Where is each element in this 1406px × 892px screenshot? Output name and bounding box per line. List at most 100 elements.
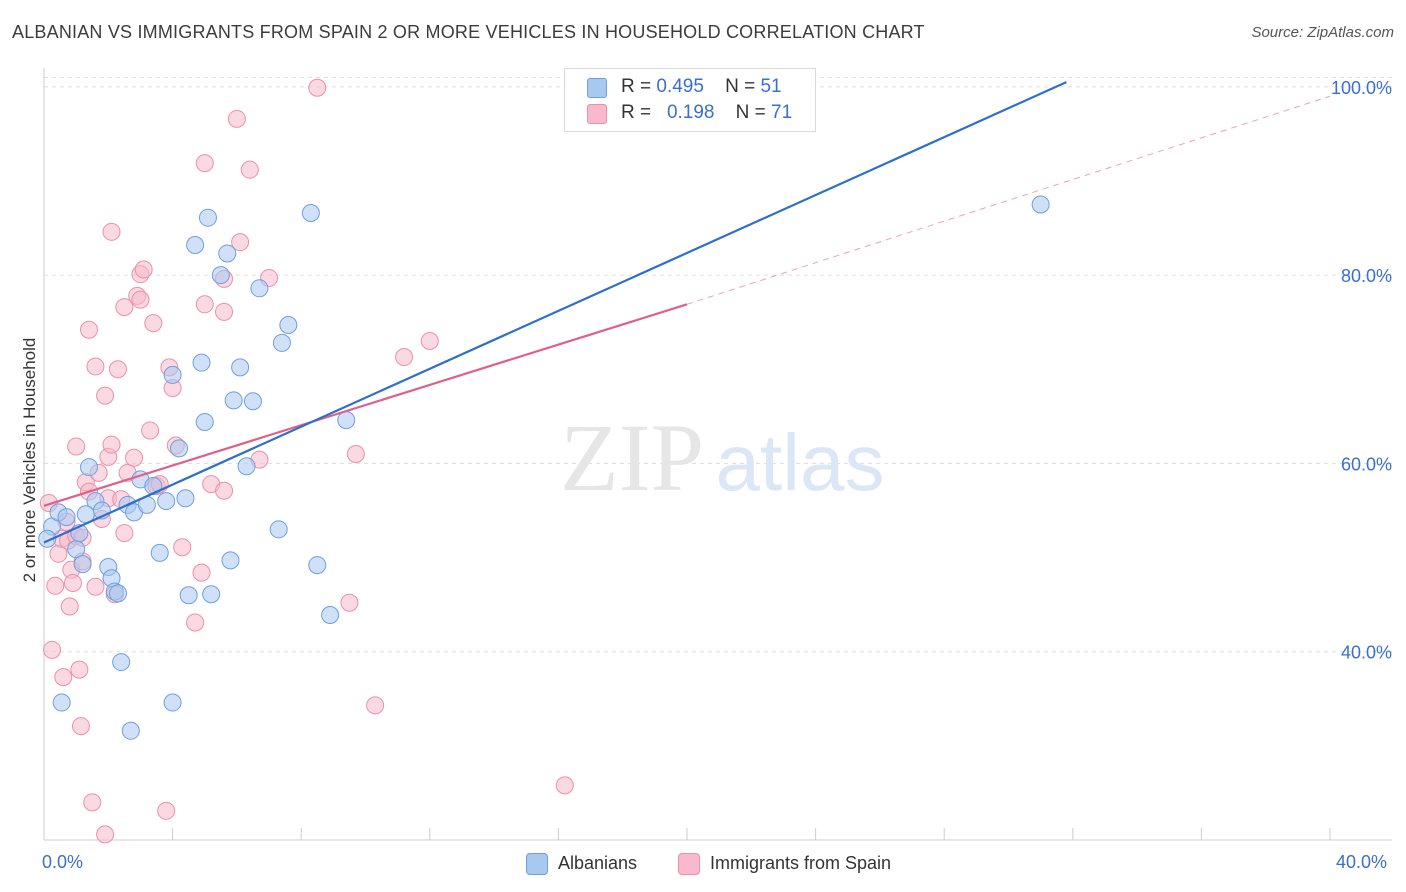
albanians-point xyxy=(112,653,131,672)
albanians-point xyxy=(301,203,320,222)
watermark-zip: ZIP xyxy=(560,404,704,511)
spain-point xyxy=(86,357,105,376)
r-value-spain: 0.198 xyxy=(666,102,715,123)
spain-trend-line xyxy=(43,303,688,507)
spain-point xyxy=(157,801,176,820)
spain-point xyxy=(70,660,89,679)
albanians-swatch xyxy=(587,78,607,98)
y-tick-label: 80.0% xyxy=(1341,266,1392,286)
spain-point xyxy=(43,640,62,659)
spain-point xyxy=(215,481,234,500)
albanians-point xyxy=(186,235,205,254)
spain-point xyxy=(195,295,214,314)
albanians-point xyxy=(108,584,127,603)
albanians-point xyxy=(150,543,169,562)
n-value-albanians: 51 xyxy=(760,76,782,97)
albanians-point xyxy=(269,520,288,539)
spain-point xyxy=(108,360,127,379)
albanians-point xyxy=(163,365,182,384)
spain-point xyxy=(60,597,79,616)
albanians-point xyxy=(121,721,140,740)
legend-label-albanians: Albanians xyxy=(558,853,638,873)
spain-point xyxy=(366,696,385,715)
spain-point xyxy=(346,445,365,463)
albanians-point xyxy=(279,316,298,335)
spain-point xyxy=(395,348,414,367)
albanians-point xyxy=(237,457,256,476)
spain-point xyxy=(131,290,150,309)
spain-point xyxy=(340,593,359,612)
x-tick-label-min: 0.0% xyxy=(42,852,84,872)
albanians-point xyxy=(38,529,57,548)
source-credit: Source: ZipAtlas.com xyxy=(1251,24,1394,41)
r-label: R = xyxy=(621,102,652,123)
r-value-albanians: 0.495 xyxy=(656,76,704,97)
albanians-point xyxy=(73,555,92,574)
spain-point xyxy=(115,298,134,317)
spain-point xyxy=(102,222,121,241)
albanians-point xyxy=(224,391,243,410)
albanians-point xyxy=(218,244,237,263)
albanians-point xyxy=(57,508,76,527)
albanians-point xyxy=(211,266,230,285)
spain-point xyxy=(67,437,86,456)
albanians-point xyxy=(272,333,291,352)
spain-point xyxy=(63,573,82,592)
spain-swatch xyxy=(678,853,700,875)
spain-point xyxy=(46,576,65,595)
albanians-point xyxy=(202,585,221,604)
albanians-swatch xyxy=(526,853,548,875)
albanians-point xyxy=(308,556,327,575)
spain-point xyxy=(54,668,73,687)
albanians-point xyxy=(157,492,176,511)
spain-swatch xyxy=(587,104,607,124)
spain-point xyxy=(141,421,160,440)
watermark-atlas: atlas xyxy=(716,418,885,507)
spain-point xyxy=(71,717,90,736)
x-tick-label-max: 40.0% xyxy=(1336,852,1388,872)
spain-point xyxy=(215,302,234,321)
albanians-point xyxy=(250,279,269,298)
albanians-point xyxy=(179,586,198,605)
spain-point xyxy=(555,776,574,795)
series-albanians-points xyxy=(38,195,1050,740)
spain-trend-extension xyxy=(686,95,1331,305)
spain-point xyxy=(144,314,163,333)
axes xyxy=(43,68,1392,841)
trend-lines xyxy=(43,81,1331,544)
legend-label-spain: Immigrants from Spain xyxy=(710,853,892,873)
spain-point xyxy=(125,448,144,467)
spain-point xyxy=(186,613,205,632)
spain-point xyxy=(173,538,192,557)
n-label: N = xyxy=(735,102,766,123)
albanians-point xyxy=(170,439,189,458)
spain-point xyxy=(195,154,214,173)
spain-point xyxy=(192,563,211,582)
y-tick-label: 60.0% xyxy=(1341,454,1392,474)
spain-point xyxy=(115,524,134,543)
r-label: R = xyxy=(621,76,652,97)
stats-legend: R = 0.495 N = 51 R = 0.198 N = 71 xyxy=(564,68,816,132)
albanians-point xyxy=(192,353,211,372)
y-tick-label: 40.0% xyxy=(1341,643,1392,663)
spain-point xyxy=(240,160,259,179)
chart-title: ALBANIAN VS IMMIGRANTS FROM SPAIN 2 OR M… xyxy=(12,22,925,42)
albanians-point xyxy=(337,411,356,430)
spain-point xyxy=(83,793,102,812)
albanians-point xyxy=(198,208,217,227)
albanians-point xyxy=(231,358,250,377)
spain-point xyxy=(86,577,105,596)
y-tick-label: 100.0% xyxy=(1331,78,1392,98)
albanians-point xyxy=(321,605,340,624)
albanians-point xyxy=(221,551,240,570)
spain-point xyxy=(102,435,121,454)
albanians-point xyxy=(163,693,182,712)
spain-point xyxy=(96,386,115,405)
y-tick-labels: 40.0% 60.0% 80.0% 100.0% xyxy=(1331,78,1392,663)
series-spain-points xyxy=(39,78,574,844)
spain-point xyxy=(308,78,327,97)
spain-point xyxy=(231,233,250,252)
albanians-point xyxy=(67,540,86,559)
spain-point xyxy=(420,332,439,351)
